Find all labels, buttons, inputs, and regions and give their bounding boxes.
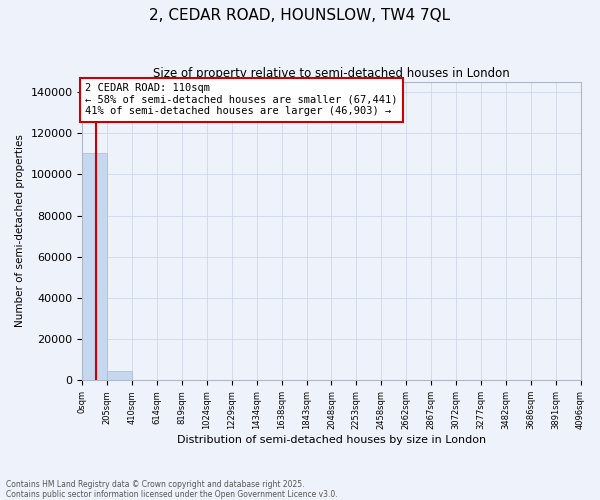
Bar — [82, 153, 107, 380]
X-axis label: Distribution of semi-detached houses by size in London: Distribution of semi-detached houses by … — [177, 435, 486, 445]
Bar — [107, 371, 132, 380]
Title: Size of property relative to semi-detached houses in London: Size of property relative to semi-detach… — [153, 68, 510, 80]
Text: Contains HM Land Registry data © Crown copyright and database right 2025.
Contai: Contains HM Land Registry data © Crown c… — [6, 480, 338, 499]
Text: 2 CEDAR ROAD: 110sqm
← 58% of semi-detached houses are smaller (67,441)
41% of s: 2 CEDAR ROAD: 110sqm ← 58% of semi-detac… — [85, 83, 397, 116]
Y-axis label: Number of semi-detached properties: Number of semi-detached properties — [15, 134, 25, 328]
Text: 2, CEDAR ROAD, HOUNSLOW, TW4 7QL: 2, CEDAR ROAD, HOUNSLOW, TW4 7QL — [149, 8, 451, 22]
